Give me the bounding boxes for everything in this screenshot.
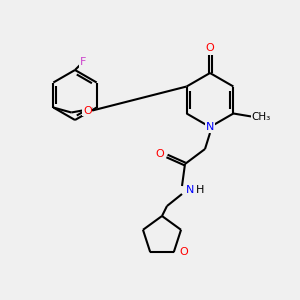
Text: O: O <box>206 43 214 53</box>
Text: F: F <box>80 57 86 67</box>
Text: H: H <box>196 185 204 195</box>
Text: N: N <box>186 185 194 195</box>
Text: O: O <box>83 106 92 116</box>
Text: O: O <box>179 247 188 257</box>
Text: N: N <box>206 122 214 132</box>
Text: CH₃: CH₃ <box>252 112 271 122</box>
Text: O: O <box>156 149 164 159</box>
